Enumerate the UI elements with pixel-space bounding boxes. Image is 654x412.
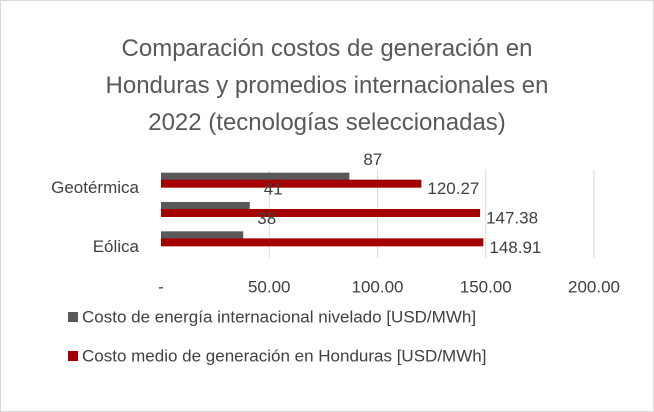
x-tick-label: 150.00 [460,277,512,296]
data-label: 148.91 [489,238,541,257]
bar [161,209,481,217]
legend-label: Costo medio de generación en Honduras [U… [82,346,486,365]
x-tick-label: 100.00 [352,277,404,296]
bar [161,202,250,210]
data-label: 147.38 [486,208,538,227]
x-tick-label: 200.00 [568,277,620,296]
bar [161,179,422,188]
data-label: 41 [264,179,283,198]
bar [161,172,350,181]
data-label: 120.27 [427,179,479,198]
bar [161,231,244,240]
y-tick-label: Eólica [93,237,140,256]
data-label: 38 [257,209,276,228]
legend-swatch [68,351,78,361]
legend-label: Costo de energía internacional nivelado … [82,307,476,326]
data-label: 87 [363,150,382,169]
legend-swatch [68,312,78,322]
chart-title: Comparación costos de generación en Hond… [105,35,549,136]
x-tick-label: 50.00 [248,277,291,296]
bar [161,238,484,247]
y-tick-label: Geotérmica [51,178,139,197]
x-tick-label: - [158,277,164,296]
